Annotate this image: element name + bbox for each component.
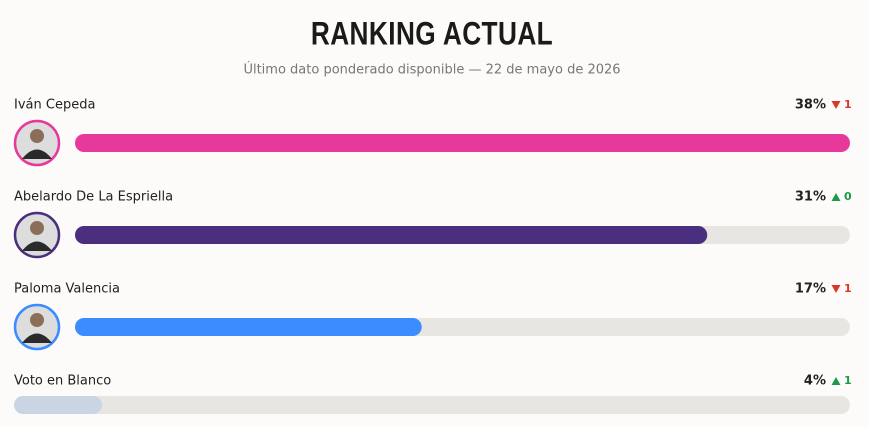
chart-title: RANKING ACTUAL <box>311 17 553 52</box>
bar <box>75 226 708 244</box>
category-label: Abelardo De La Espriella <box>14 190 173 205</box>
change-arrow <box>831 193 841 201</box>
bar <box>75 134 850 152</box>
avatar-head <box>30 129 44 143</box>
avatar-body <box>22 241 52 251</box>
change-value: 1 <box>844 98 852 111</box>
value-label: 17% <box>795 282 826 297</box>
chart-subtitle: Último dato ponderado disponible — 22 de… <box>243 62 620 78</box>
change-value: 1 <box>844 282 852 295</box>
bar <box>75 318 422 336</box>
change-value: 1 <box>844 374 852 387</box>
bar-track <box>14 396 850 414</box>
change-arrow <box>831 377 841 385</box>
avatar-head <box>30 221 44 235</box>
category-label: Iván Cepeda <box>14 98 95 113</box>
value-label: 4% <box>804 374 826 389</box>
avatar-body <box>22 333 52 343</box>
change-arrow <box>831 285 841 293</box>
change-arrow <box>831 101 841 109</box>
category-label: Voto en Blanco <box>14 374 111 389</box>
value-label: 38% <box>795 98 826 113</box>
avatar-head <box>30 313 44 327</box>
bar <box>14 396 102 414</box>
value-label: 31% <box>795 190 826 205</box>
change-value: 0 <box>844 190 852 203</box>
avatar-body <box>22 149 52 159</box>
category-label: Paloma Valencia <box>14 282 120 297</box>
